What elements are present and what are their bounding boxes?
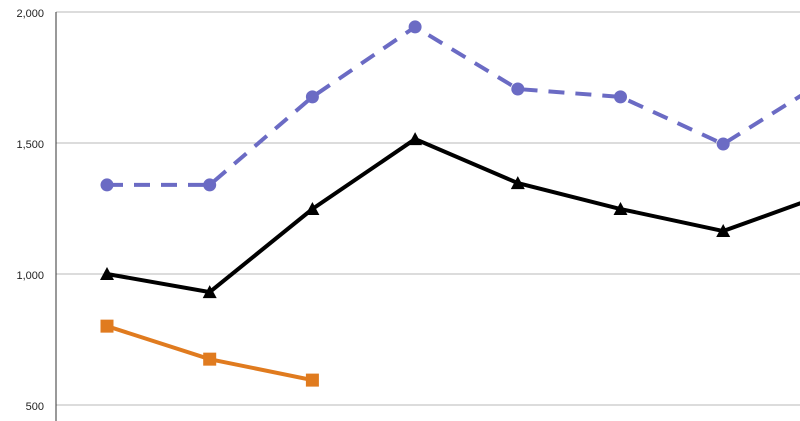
point xyxy=(203,178,217,192)
point xyxy=(202,285,217,299)
y-tick-label: 500 xyxy=(26,401,44,413)
point xyxy=(305,373,319,387)
point xyxy=(100,319,114,333)
y-tick-label: 2,000 xyxy=(16,8,44,20)
point xyxy=(408,20,422,34)
point xyxy=(203,352,217,366)
point xyxy=(613,202,628,216)
point xyxy=(511,82,525,96)
point xyxy=(100,267,114,280)
y-tick-label: 1,000 xyxy=(16,270,44,282)
y-tick-label: 1,500 xyxy=(16,139,44,151)
point xyxy=(305,202,320,216)
point xyxy=(716,137,730,151)
point xyxy=(510,176,525,190)
point xyxy=(100,178,114,192)
point xyxy=(305,90,319,104)
point xyxy=(716,224,731,238)
series-line xyxy=(106,136,800,295)
series-line xyxy=(107,24,800,187)
point xyxy=(614,90,627,104)
point xyxy=(408,132,423,146)
plot-area xyxy=(100,20,800,387)
